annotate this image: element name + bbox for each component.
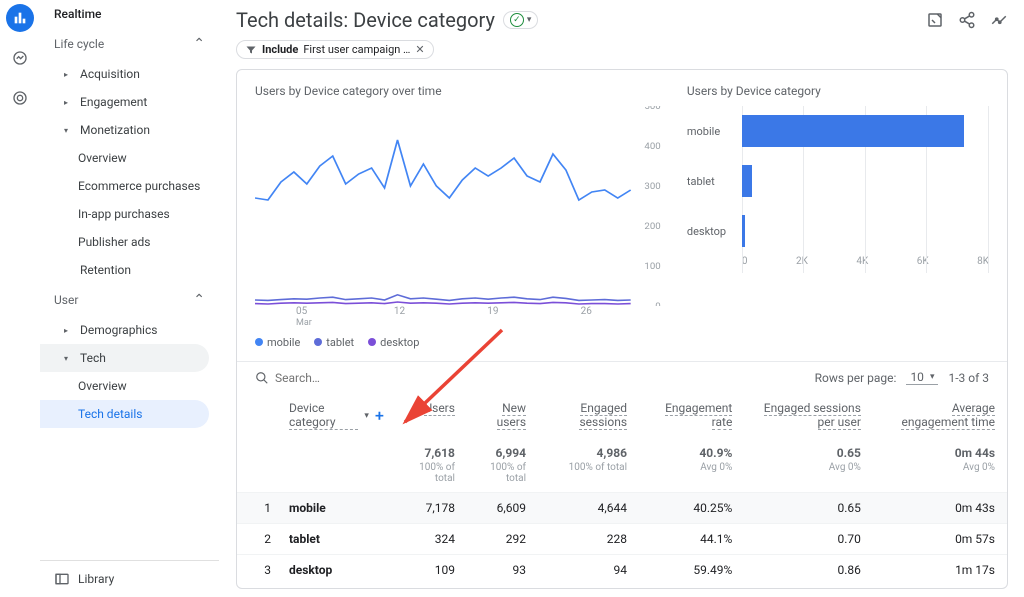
table-row[interactable]: 1mobile7,1786,6094,64440.25%0.650m 43s (237, 493, 1007, 524)
filter-chip[interactable]: Include First user campaign … ✕ (236, 40, 434, 59)
search-input[interactable] (275, 371, 395, 385)
sidebar-section-lifecycle[interactable]: Life cycle ⌃ (40, 28, 219, 60)
line-chart-title: Users by Device category over time (255, 84, 663, 98)
sidebar-section-user[interactable]: User ⌃ (40, 284, 219, 316)
filter-row: Include First user campaign … ✕ (236, 36, 1008, 69)
share-icon[interactable] (958, 11, 976, 29)
chevron-up-icon: ⌃ (193, 292, 205, 308)
report-card: Users by Device category over time 0 100 2… (236, 69, 1008, 589)
sidebar-realtime[interactable]: Realtime (40, 0, 219, 28)
sidebar-item-tech-details[interactable]: Tech details (40, 400, 209, 428)
svg-text:500: 500 (644, 106, 660, 112)
pagination-range: 1-3 of 3 (948, 371, 989, 385)
insights-icon[interactable] (990, 11, 1008, 29)
sidebar-item-acquisition[interactable]: ▸Acquisition (40, 60, 219, 88)
sidebar-section-label: Life cycle (54, 37, 104, 51)
dimension-header[interactable]: Device category (289, 401, 358, 430)
sidebar-item-mon-inapp[interactable]: In-app purchases (40, 200, 219, 228)
header: Tech details: Device category ✓ ▾ (236, 0, 1008, 36)
sidebar-item-monetization[interactable]: ▾Monetization (40, 116, 219, 144)
sidebar-item-tech[interactable]: ▾Tech (40, 344, 209, 372)
rail-explore-icon[interactable] (6, 44, 34, 72)
sidebar-item-tech-overview[interactable]: Overview (40, 372, 219, 400)
sidebar-item-mon-ecommerce[interactable]: Ecommerce purchases (40, 172, 219, 200)
caret-down-icon: ▾ (527, 15, 532, 25)
chevron-up-icon: ⌃ (193, 36, 205, 52)
add-dimension-button[interactable]: + (375, 406, 384, 425)
rows-per-page-select[interactable]: 10▾ (906, 370, 938, 385)
search-icon (255, 371, 269, 385)
svg-text:200: 200 (644, 221, 660, 232)
sidebar-item-mon-publisher[interactable]: Publisher ads (40, 228, 219, 256)
col-engagement-rate[interactable]: Engagement rate (639, 393, 744, 438)
col-eng-per-user[interactable]: Engaged sessions per user (744, 393, 873, 438)
col-engaged-sessions[interactable]: Engaged sessions (538, 393, 639, 438)
table-row[interactable]: 2tablet32429222844.1%0.700m 57s (237, 524, 1007, 555)
caret-right-icon: ▸ (64, 70, 74, 79)
col-avg-time[interactable]: Average engagement time (873, 393, 1007, 438)
line-chart: 0 100 200 300 400 500 (255, 106, 663, 306)
bar-chart: mobiletabletdesktop 02K4K6K8K (687, 106, 989, 291)
sidebar-item-retention[interactable]: Retention (40, 256, 219, 284)
sidebar: Realtime Life cycle ⌃ ▸Acquisition ▸Enga… (40, 0, 220, 597)
caret-down-icon: ▾ (930, 372, 935, 382)
customize-icon[interactable] (926, 11, 944, 29)
sidebar-item-mon-overview[interactable]: Overview (40, 144, 219, 172)
sidebar-item-engagement[interactable]: ▸Engagement (40, 88, 219, 116)
main-content: Tech details: Device category ✓ ▾ Includ… (220, 0, 1024, 597)
svg-text:400: 400 (644, 141, 660, 152)
data-table: Device category ▾ + ↓ Users New users En… (237, 393, 1007, 585)
icon-rail (0, 0, 40, 597)
status-pill[interactable]: ✓ ▾ (503, 11, 539, 29)
line-chart-legend: mobiletabletdesktop (255, 328, 663, 357)
page-title: Tech details: Device category (236, 8, 495, 32)
caret-down-icon[interactable]: ▾ (364, 411, 369, 421)
caret-right-icon: ▸ (64, 326, 74, 335)
rail-advertising-icon[interactable] (6, 84, 34, 112)
sidebar-item-demographics[interactable]: ▸Demographics (40, 316, 219, 344)
rail-reports-icon[interactable] (6, 4, 34, 32)
library-icon (54, 571, 70, 587)
table-row[interactable]: 3desktop109939459.49%0.861m 17s (237, 555, 1007, 586)
svg-text:300: 300 (644, 181, 660, 192)
svg-text:100: 100 (644, 261, 660, 272)
col-users[interactable]: ↓ Users (396, 393, 467, 438)
filter-icon (245, 44, 257, 56)
col-new-users[interactable]: New users (467, 393, 538, 438)
sidebar-section-label: User (54, 293, 78, 307)
bar-chart-title: Users by Device category (687, 84, 989, 98)
checkmark-icon: ✓ (510, 13, 524, 27)
caret-down-icon: ▾ (64, 126, 74, 135)
table-controls: Rows per page: 10▾ 1-3 of 3 (237, 361, 1007, 393)
close-icon[interactable]: ✕ (415, 43, 424, 56)
caret-down-icon: ▾ (64, 354, 74, 363)
sidebar-library[interactable]: Library (40, 560, 219, 597)
caret-right-icon: ▸ (64, 98, 74, 107)
svg-text:0: 0 (655, 301, 660, 306)
